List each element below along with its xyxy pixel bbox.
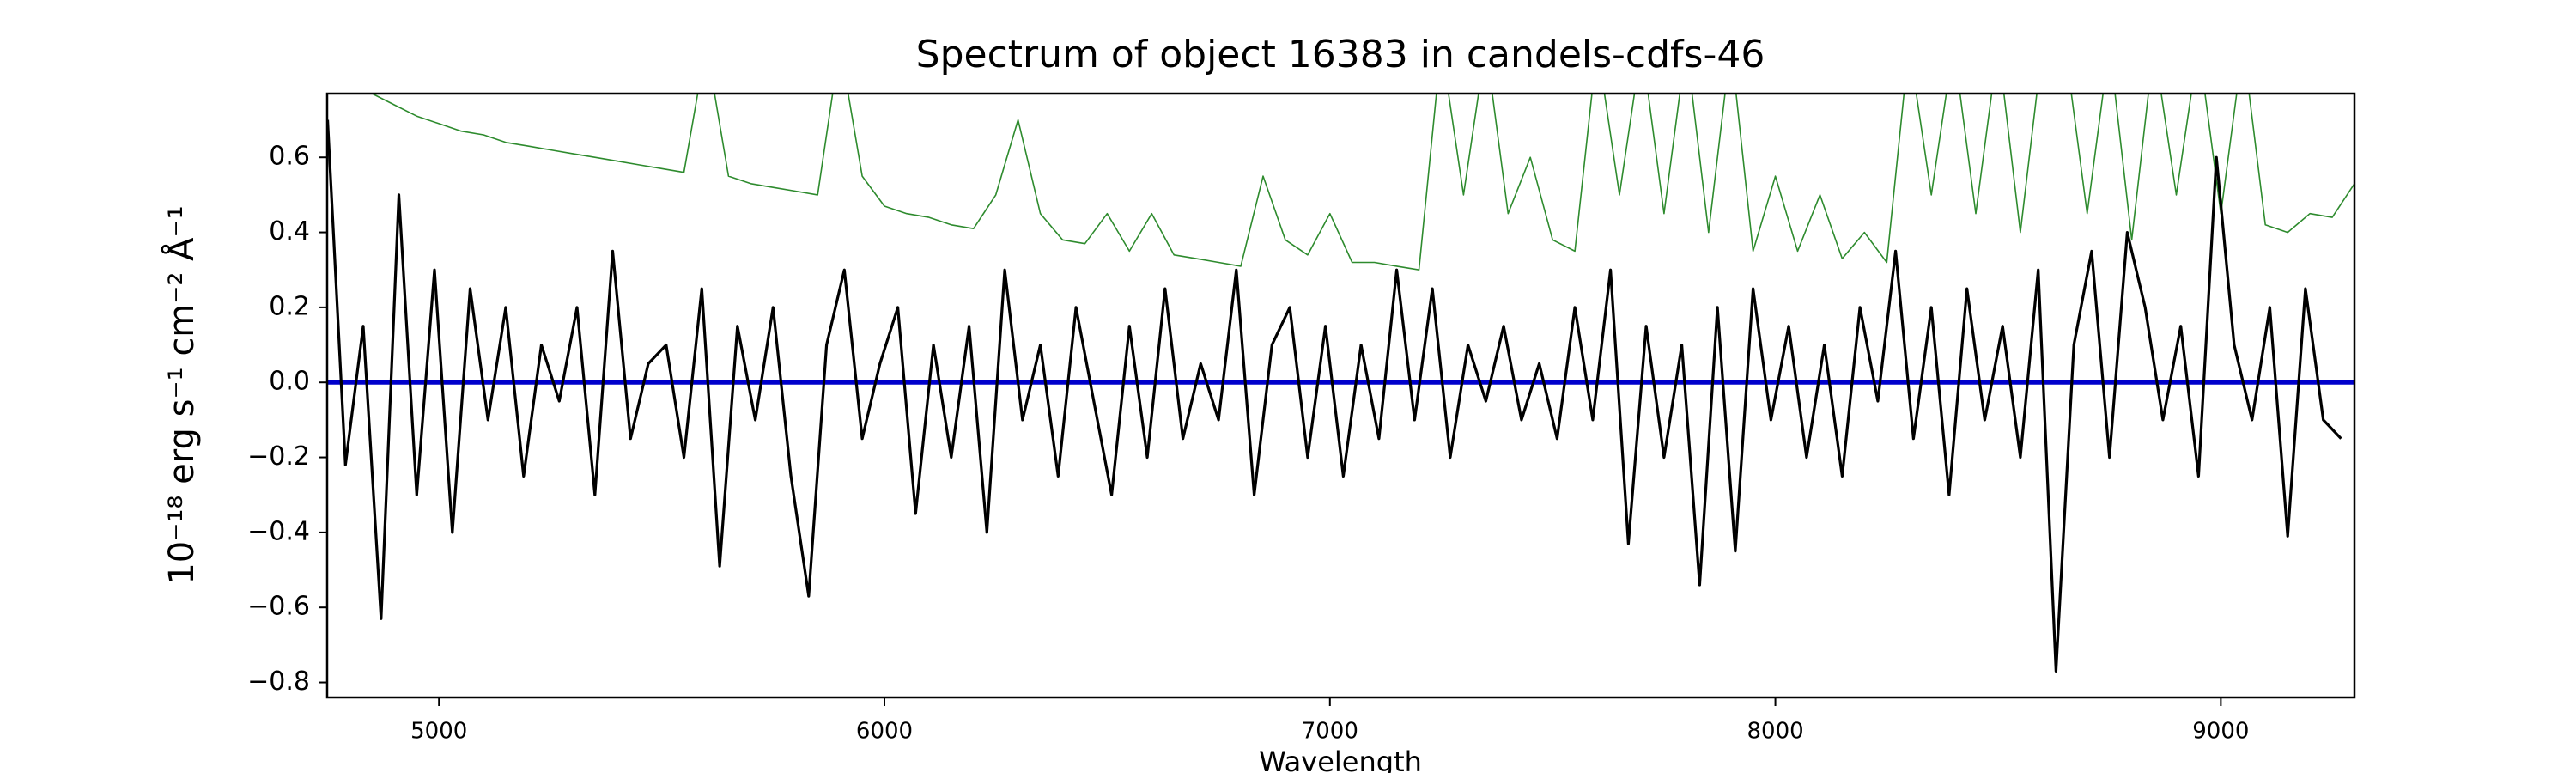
x-tick-label: 6000 bbox=[856, 719, 913, 745]
spectrum-line bbox=[372, 94, 2354, 271]
spectrum-line bbox=[327, 119, 2342, 673]
chart-title: Spectrum of object 16383 in candels-cdfs… bbox=[916, 33, 1765, 76]
x-tick-label: 9000 bbox=[2192, 719, 2249, 745]
plot-area bbox=[327, 94, 2354, 673]
x-tick-label: 8000 bbox=[1747, 719, 1803, 745]
x-tick-label: 5000 bbox=[410, 719, 467, 745]
y-tick-label: −0.4 bbox=[247, 516, 310, 546]
y-tick-label: 0.2 bbox=[269, 291, 310, 321]
y-tick-label: 0.6 bbox=[269, 142, 310, 172]
y-tick-label: 0.0 bbox=[269, 367, 310, 397]
y-tick-label: 0.4 bbox=[269, 216, 310, 247]
x-tick-label: 7000 bbox=[1302, 719, 1358, 745]
y-tick-label: −0.6 bbox=[247, 592, 310, 622]
y-tick-label: −0.8 bbox=[247, 666, 310, 697]
y-tick-label: −0.2 bbox=[247, 441, 310, 472]
x-axis-label: Wavelength bbox=[1259, 746, 1422, 773]
plot-frame bbox=[325, 92, 2356, 699]
y-axis-label: 10⁻¹⁸ erg s⁻¹ cm⁻² Å⁻¹ bbox=[161, 205, 202, 584]
